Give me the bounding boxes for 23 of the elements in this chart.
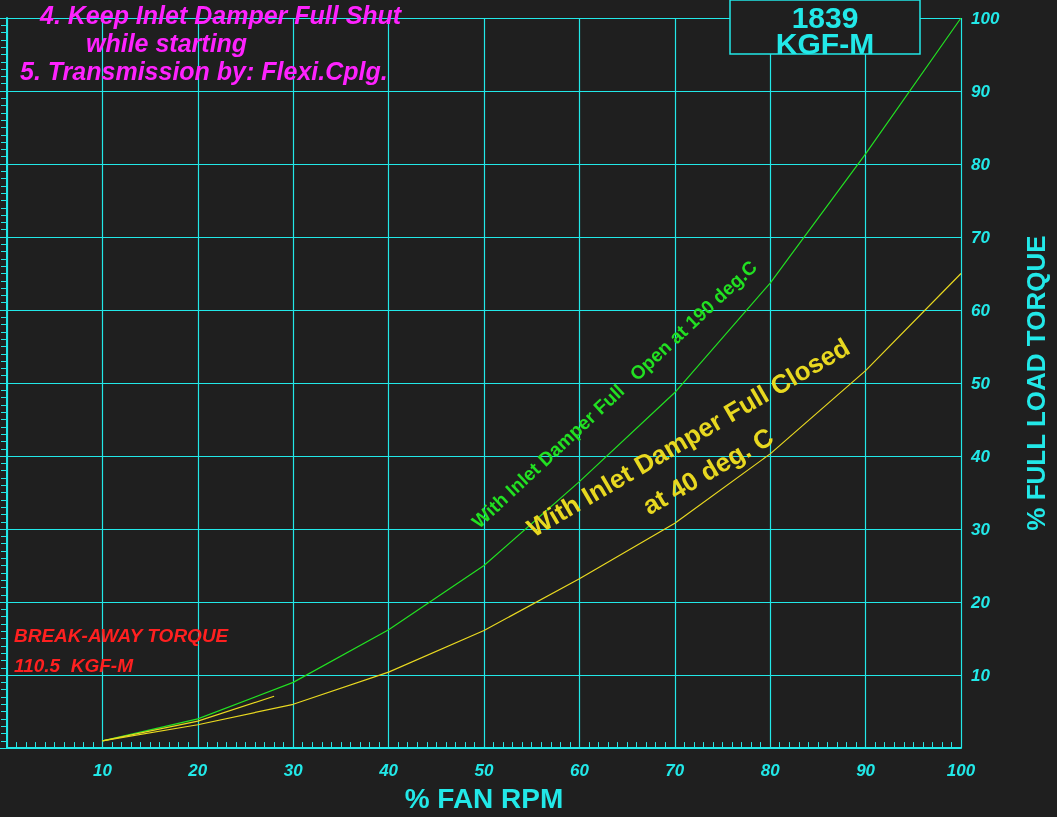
x-tick-label: 40 [378, 761, 399, 781]
y-tick-label: 20 [970, 592, 991, 612]
x-tick-label: 10 [92, 761, 113, 781]
x-tick-label: 20 [187, 761, 208, 781]
y-tick-label: 50 [971, 373, 991, 393]
y-tick-label: 60 [971, 300, 991, 320]
x-tick-label: 80 [760, 761, 781, 781]
y-tick-label: 90 [971, 81, 991, 101]
annotation: 1839 KGF-M [775, 0, 875, 60]
y-tick-label: 30 [971, 519, 991, 539]
x-tick-label: 70 [665, 761, 685, 781]
y-tick-label: 70 [971, 227, 991, 247]
x-tick-label: 100 [946, 761, 976, 781]
y-axis-title: % FULL LOAD TORQUE [1021, 235, 1051, 531]
y-tick-label: 10 [971, 665, 991, 685]
y-tick-label: 100 [971, 8, 1000, 28]
x-tick-label: 50 [474, 761, 494, 781]
x-tick-label: 30 [283, 761, 304, 781]
x-tick-label: 90 [856, 761, 876, 781]
x-axis-title: % FAN RPM [404, 782, 564, 814]
y-tick-label: 40 [970, 446, 991, 466]
y-tick-label: 80 [971, 154, 991, 174]
x-tick-label: 60 [569, 761, 590, 781]
